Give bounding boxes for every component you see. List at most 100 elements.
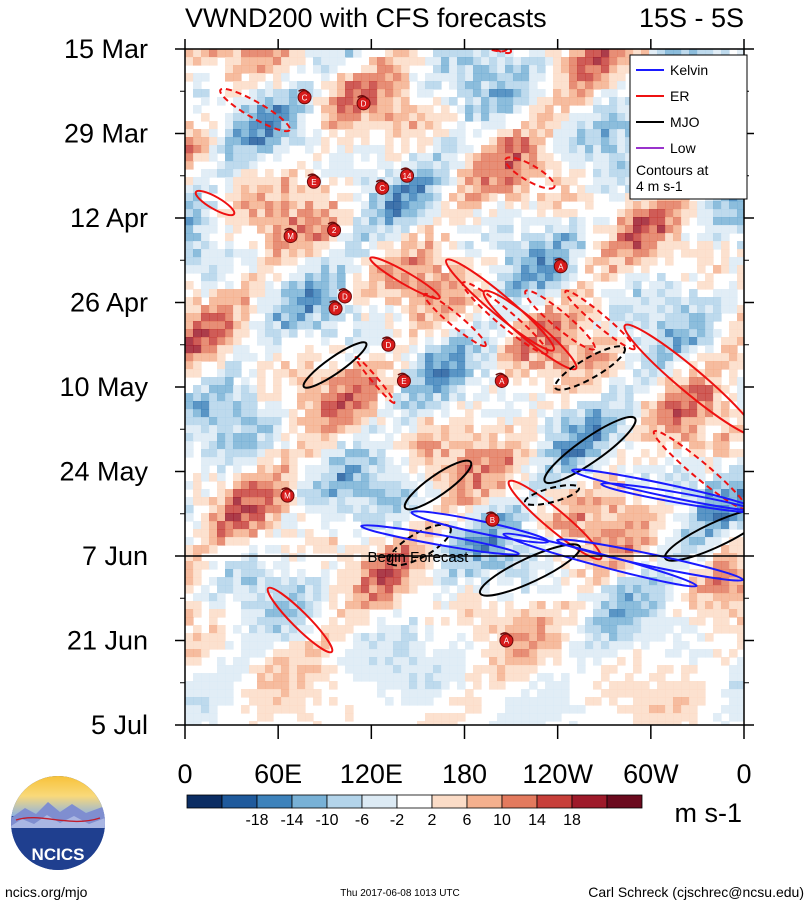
field-cell bbox=[217, 537, 226, 546]
field-cell bbox=[265, 185, 274, 194]
field-cell bbox=[305, 537, 314, 546]
field-cell bbox=[457, 481, 466, 490]
field-cell bbox=[425, 673, 434, 682]
field-cell bbox=[465, 105, 474, 114]
field-cell bbox=[393, 209, 402, 218]
field-cell bbox=[321, 145, 330, 154]
field-cell bbox=[257, 225, 266, 234]
field-cell bbox=[673, 417, 682, 426]
field-cell bbox=[713, 233, 722, 242]
field-cell bbox=[297, 625, 306, 634]
field-cell bbox=[561, 681, 570, 690]
field-cell bbox=[545, 337, 554, 346]
contour bbox=[461, 281, 549, 355]
field-cell bbox=[329, 473, 338, 482]
field-cell bbox=[641, 713, 650, 722]
field-cell bbox=[561, 113, 570, 122]
field-cell bbox=[385, 313, 394, 322]
field-cell bbox=[425, 425, 434, 434]
field-cell bbox=[609, 225, 618, 234]
field-cell bbox=[457, 673, 466, 682]
field-cell bbox=[241, 49, 250, 58]
field-cell bbox=[513, 345, 522, 354]
field-cell bbox=[457, 57, 466, 66]
field-cell bbox=[489, 257, 498, 266]
field-cell bbox=[209, 401, 218, 410]
field-cell bbox=[545, 401, 554, 410]
field-cell bbox=[265, 361, 274, 370]
field-cell bbox=[553, 353, 562, 362]
field-cell bbox=[505, 129, 514, 138]
storm-marker: D bbox=[337, 288, 352, 304]
field-cell bbox=[345, 649, 354, 658]
field-cell bbox=[225, 585, 234, 594]
field-cell bbox=[713, 521, 722, 530]
field-cell bbox=[321, 441, 330, 450]
field-cell bbox=[249, 521, 258, 530]
field-cell bbox=[329, 249, 338, 258]
field-cell bbox=[489, 553, 498, 562]
field-cell bbox=[529, 353, 538, 362]
field-cell bbox=[241, 209, 250, 218]
field-cell bbox=[377, 481, 386, 490]
field-cell bbox=[409, 185, 418, 194]
field-cell bbox=[449, 569, 458, 578]
field-cell bbox=[729, 465, 738, 474]
field-cell bbox=[425, 617, 434, 626]
field-cell bbox=[401, 697, 410, 706]
field-cell bbox=[289, 105, 298, 114]
field-cell bbox=[401, 241, 410, 250]
field-cell bbox=[553, 209, 562, 218]
field-cell bbox=[313, 409, 322, 418]
field-cell bbox=[329, 449, 338, 458]
field-cell bbox=[329, 121, 338, 130]
x-tick-label: 120E bbox=[340, 759, 403, 789]
field-cell bbox=[505, 217, 514, 226]
field-cell bbox=[497, 185, 506, 194]
field-cell bbox=[529, 649, 538, 658]
field-cell bbox=[577, 497, 586, 506]
field-cell bbox=[225, 417, 234, 426]
field-cell bbox=[377, 329, 386, 338]
field-cell bbox=[441, 153, 450, 162]
field-cell bbox=[361, 481, 370, 490]
field-cell bbox=[305, 529, 314, 538]
field-cell bbox=[689, 385, 698, 394]
field-cell bbox=[681, 249, 690, 258]
field-cell bbox=[593, 113, 602, 122]
field-cell bbox=[625, 433, 634, 442]
field-cell bbox=[321, 673, 330, 682]
field-cell bbox=[369, 185, 378, 194]
field-cell bbox=[425, 329, 434, 338]
field-cell bbox=[249, 177, 258, 186]
field-cell bbox=[193, 425, 202, 434]
field-cell bbox=[705, 481, 714, 490]
field-cell bbox=[313, 257, 322, 266]
field-cell bbox=[257, 625, 266, 634]
field-cell bbox=[593, 481, 602, 490]
footer-url[interactable]: ncics.org/mjo bbox=[5, 884, 88, 900]
field-cell bbox=[537, 201, 546, 210]
field-cell bbox=[585, 521, 594, 530]
field-cell bbox=[513, 177, 522, 186]
field-cell bbox=[289, 601, 298, 610]
field-cell bbox=[625, 633, 634, 642]
field-cell bbox=[641, 417, 650, 426]
field-cell bbox=[209, 521, 218, 530]
field-cell bbox=[257, 649, 266, 658]
legend-note-line-2: 4 m s-1 bbox=[636, 178, 683, 194]
field-cell bbox=[497, 361, 506, 370]
field-cell bbox=[641, 521, 650, 530]
field-cell bbox=[513, 377, 522, 386]
legend-label: ER bbox=[670, 88, 689, 104]
field-cell bbox=[641, 409, 650, 418]
field-cell bbox=[681, 313, 690, 322]
field-cell bbox=[297, 65, 306, 74]
field-cell bbox=[545, 361, 554, 370]
field-cell bbox=[657, 665, 666, 674]
field-cell bbox=[489, 505, 498, 514]
field-cell bbox=[513, 65, 522, 74]
field-cell bbox=[721, 337, 730, 346]
field-cell bbox=[201, 537, 210, 546]
field-cell bbox=[553, 449, 562, 458]
